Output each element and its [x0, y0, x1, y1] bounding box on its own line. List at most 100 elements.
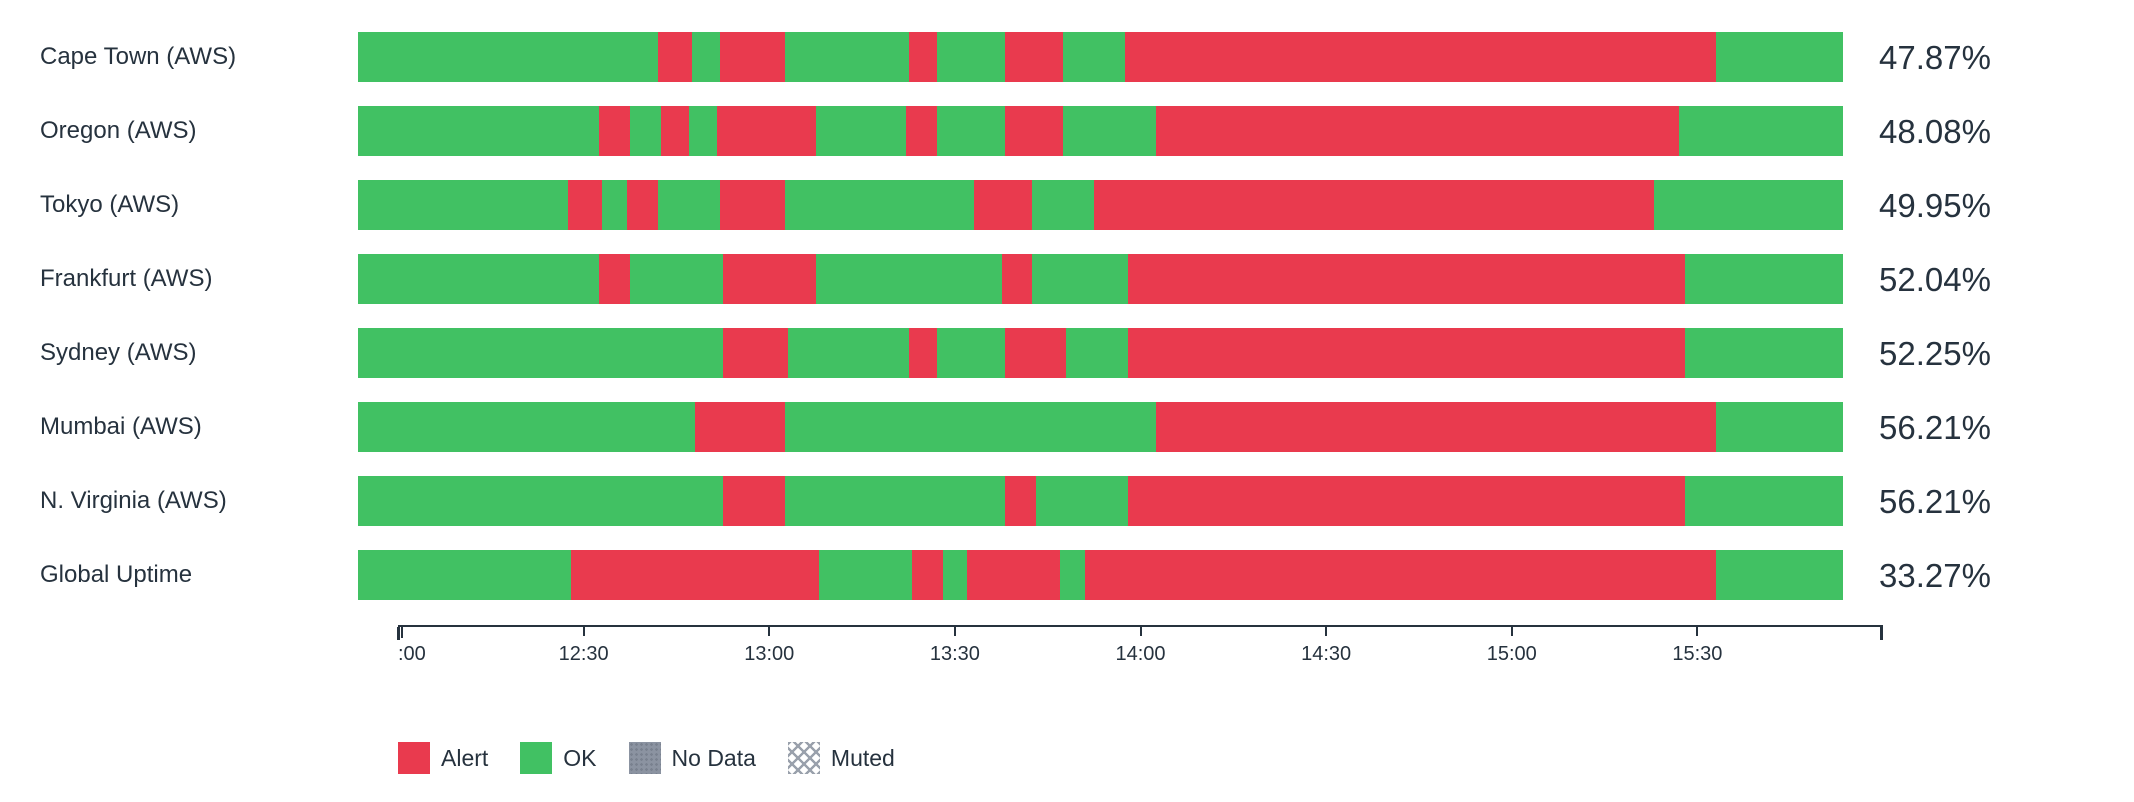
status-segment-ok[interactable]: [358, 402, 696, 452]
status-segment-alert[interactable]: [723, 254, 816, 304]
axis-tick-label: 13:00: [744, 643, 795, 665]
status-segment-ok[interactable]: [358, 180, 569, 230]
status-segment-alert[interactable]: [908, 32, 937, 82]
status-segment-alert[interactable]: [967, 550, 1061, 600]
timeline-row: Sydney (AWS) 52.25%: [0, 316, 2134, 390]
status-segment-ok[interactable]: [942, 550, 968, 600]
status-segment-ok[interactable]: [1685, 254, 1843, 304]
status-segment-ok[interactable]: [1679, 106, 1843, 156]
status-segment-ok[interactable]: [692, 32, 720, 82]
status-segment-alert[interactable]: [1128, 476, 1686, 526]
status-segment-ok[interactable]: [936, 328, 1005, 378]
status-segment-ok[interactable]: [815, 254, 1002, 304]
legend-item-no_data[interactable]: No Data: [628, 742, 756, 774]
status-segment-ok[interactable]: [1716, 32, 1843, 82]
status-segment-ok[interactable]: [1066, 328, 1129, 378]
status-segment-ok[interactable]: [784, 476, 1005, 526]
legend-swatch-alert-icon: [398, 742, 430, 774]
status-segment-alert[interactable]: [661, 106, 690, 156]
status-segment-ok[interactable]: [358, 476, 724, 526]
status-segment-alert[interactable]: [1085, 550, 1717, 600]
status-segment-alert[interactable]: [1128, 254, 1686, 304]
status-segment-ok[interactable]: [358, 32, 659, 82]
legend-label: Muted: [830, 744, 895, 771]
uptime-percentage: 47.87%: [1879, 38, 1991, 76]
status-segment-alert[interactable]: [658, 32, 693, 82]
status-segment-ok[interactable]: [1063, 106, 1157, 156]
status-segment-ok[interactable]: [358, 254, 600, 304]
status-segment-ok[interactable]: [358, 328, 724, 378]
status-segment-ok[interactable]: [358, 106, 600, 156]
status-segment-alert[interactable]: [599, 254, 631, 304]
status-bar: [358, 402, 1843, 452]
status-segment-ok[interactable]: [630, 106, 662, 156]
status-segment-alert[interactable]: [1004, 476, 1036, 526]
status-segment-alert[interactable]: [627, 180, 659, 230]
status-segment-ok[interactable]: [689, 106, 717, 156]
status-segment-ok[interactable]: [1716, 550, 1843, 600]
legend-label: No Data: [671, 744, 756, 771]
status-segment-ok[interactable]: [784, 32, 909, 82]
status-segment-ok[interactable]: [784, 180, 974, 230]
axis-tick: [1325, 627, 1328, 636]
status-segment-ok[interactable]: [1685, 328, 1843, 378]
axis-tick: [1696, 627, 1699, 636]
status-segment-alert[interactable]: [1125, 32, 1717, 82]
status-segment-alert[interactable]: [1004, 328, 1067, 378]
status-segment-alert[interactable]: [695, 402, 785, 452]
status-segment-alert[interactable]: [911, 550, 943, 600]
status-segment-ok[interactable]: [1685, 476, 1843, 526]
legend: Alert OK No Data Muted: [398, 742, 2134, 774]
status-segment-alert[interactable]: [599, 106, 631, 156]
uptime-percentage: 48.08%: [1879, 112, 1991, 150]
status-segment-ok[interactable]: [658, 180, 720, 230]
status-segment-ok[interactable]: [936, 32, 1005, 82]
status-segment-alert[interactable]: [1004, 106, 1064, 156]
status-segment-alert[interactable]: [1156, 106, 1680, 156]
status-segment-ok[interactable]: [1035, 476, 1129, 526]
row-label: Mumbai (AWS): [40, 415, 202, 439]
status-segment-alert[interactable]: [1156, 402, 1717, 452]
row-label: Frankfurt (AWS): [40, 267, 213, 291]
status-segment-ok[interactable]: [815, 106, 906, 156]
status-segment-ok[interactable]: [1032, 254, 1129, 304]
status-segment-alert[interactable]: [973, 180, 1033, 230]
status-segment-ok[interactable]: [1063, 32, 1126, 82]
status-segment-ok[interactable]: [602, 180, 628, 230]
status-segment-alert[interactable]: [723, 476, 785, 526]
status-segment-ok[interactable]: [1060, 550, 1086, 600]
status-segment-alert[interactable]: [1001, 254, 1033, 304]
status-segment-ok[interactable]: [358, 550, 572, 600]
status-segment-ok[interactable]: [1716, 402, 1843, 452]
legend-item-ok[interactable]: OK: [520, 742, 597, 774]
row-label: Oregon (AWS): [40, 119, 197, 143]
axis-tick-label: 15:00: [1486, 643, 1537, 665]
status-segment-alert[interactable]: [571, 550, 819, 600]
legend-item-alert[interactable]: Alert: [398, 742, 488, 774]
status-segment-alert[interactable]: [719, 32, 785, 82]
status-segment-alert[interactable]: [1094, 180, 1655, 230]
status-segment-ok[interactable]: [936, 106, 1005, 156]
status-bar: [358, 180, 1843, 230]
row-label: Cape Town (AWS): [40, 45, 237, 69]
status-segment-alert[interactable]: [719, 180, 785, 230]
legend-swatch-no_data-icon: [628, 742, 661, 774]
status-segment-ok[interactable]: [1032, 180, 1095, 230]
status-segment-alert[interactable]: [716, 106, 816, 156]
status-segment-alert[interactable]: [568, 180, 603, 230]
legend-swatch-muted-icon: [787, 742, 820, 774]
status-segment-ok[interactable]: [818, 550, 912, 600]
status-bar: [358, 32, 1843, 82]
status-segment-ok[interactable]: [788, 328, 909, 378]
status-segment-ok[interactable]: [784, 402, 1157, 452]
status-segment-alert[interactable]: [905, 106, 937, 156]
uptime-percentage: 56.21%: [1879, 482, 1991, 520]
status-segment-alert[interactable]: [908, 328, 937, 378]
status-segment-alert[interactable]: [1128, 328, 1686, 378]
status-segment-alert[interactable]: [723, 328, 789, 378]
legend-item-muted[interactable]: Muted: [787, 742, 895, 774]
status-segment-ok[interactable]: [630, 254, 724, 304]
status-segment-ok[interactable]: [1654, 180, 1843, 230]
status-segment-alert[interactable]: [1004, 32, 1064, 82]
